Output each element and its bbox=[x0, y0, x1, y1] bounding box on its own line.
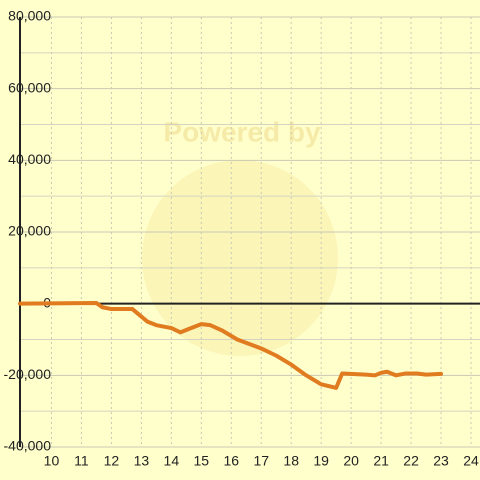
x-tick-label: 22 bbox=[403, 453, 419, 469]
watermark-logo bbox=[142, 160, 338, 356]
series-line bbox=[18, 300, 444, 390]
x-tick-label: 10 bbox=[44, 453, 60, 469]
y-tick-label: 40,000 bbox=[8, 151, 51, 167]
y-tick-label: 60,000 bbox=[8, 79, 51, 95]
x-tick-label: 21 bbox=[373, 453, 389, 469]
x-tick-label: 23 bbox=[433, 453, 449, 469]
x-tick-label: 14 bbox=[164, 453, 180, 469]
watermark-text: Powered by bbox=[163, 116, 321, 147]
x-tick-label: 24 bbox=[463, 453, 479, 469]
y-tick-label: -40,000 bbox=[4, 438, 52, 454]
x-tick-label: 19 bbox=[313, 453, 329, 469]
x-tick-label: 12 bbox=[104, 453, 120, 469]
y-tick-label: 80,000 bbox=[8, 8, 51, 24]
y-tick-label: 20,000 bbox=[8, 223, 51, 239]
x-tick-label: 16 bbox=[223, 453, 239, 469]
x-tick-label: 18 bbox=[283, 453, 299, 469]
x-tick-label: 11 bbox=[74, 453, 89, 469]
x-tick-label: 20 bbox=[343, 453, 359, 469]
x-tick-label: 15 bbox=[194, 453, 210, 469]
x-tick-label: 13 bbox=[134, 453, 150, 469]
x-tick-label: 17 bbox=[253, 453, 269, 469]
y-tick-label: -20,000 bbox=[4, 366, 52, 382]
